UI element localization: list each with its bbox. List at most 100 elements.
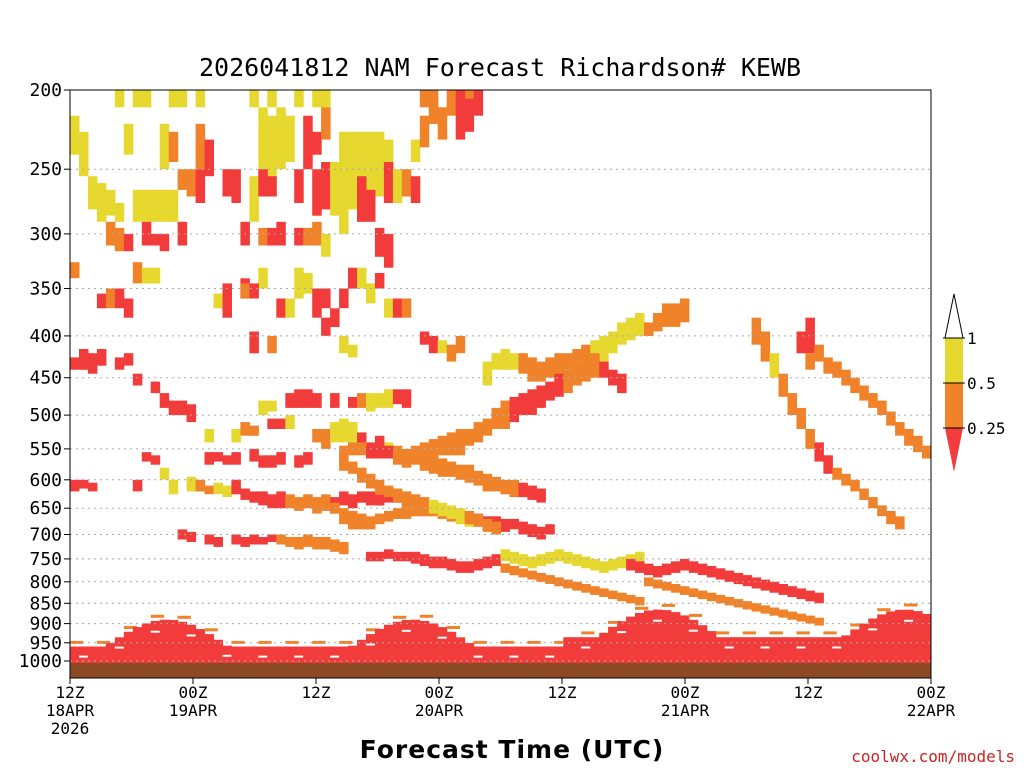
x-tick-label: 21APR [661,701,710,720]
heatmap-cell [303,389,313,408]
surface-layer-cell [670,612,681,674]
heatmap-cell [410,452,421,465]
surface-layer-cell [339,646,349,674]
heatmap-cell [195,123,206,170]
heatmap-cell [679,586,690,595]
surface-layer-cell [509,646,519,674]
heatmap-cell [527,570,537,580]
heatmap-cell [366,551,376,562]
surface-layer-cell [715,637,726,674]
heatmap-cell [670,303,681,327]
heatmap-cell [670,584,681,593]
heatmap-cell [805,615,815,624]
surface-layer-cell [276,646,286,674]
surface-layer-cell [249,646,259,674]
heatmap-cell [374,494,385,506]
surface-layer-cell [383,624,394,674]
heatmap-cell [258,169,268,197]
heatmap-cell [150,381,161,394]
surface-layer-cell [321,646,331,674]
heatmap-cell [141,221,152,246]
heatmap-cell [231,452,241,465]
heatmap-cell [383,298,394,318]
heatmap-cell [374,131,385,197]
y-tick-label: 300 [29,224,62,245]
heatmap-cell [653,579,663,589]
heatmap-cell [150,455,161,465]
heatmap-cell [321,429,331,449]
surface-layer-cell [868,618,878,674]
heatmap-cell [258,537,268,545]
heatmap-cell [913,435,923,453]
x-axis-label: Forecast Time (UTC) [360,735,665,764]
heatmap-cell [410,502,421,517]
heatmap-cell [742,575,753,587]
heatmap-cell [213,293,223,309]
heatmap-cell [617,592,627,602]
surface-layer-cell [644,610,654,674]
heatmap-cell [644,563,654,576]
heatmap-cell [635,597,645,606]
heatmap-cell [563,551,573,564]
heatmap-cell [724,597,735,606]
heatmap-cell [482,556,493,569]
surface-layer-fringe [96,640,111,644]
surface-layer-fringe [123,626,138,629]
heatmap-cell [419,115,430,148]
heatmap-cell [357,467,367,483]
heatmap-cell [769,607,780,616]
surface-layer-gap [366,643,378,646]
surface-layer-cell [312,646,322,674]
heatmap-cell [536,361,546,382]
heatmap-cell [213,452,223,462]
heatmap-cell [590,558,600,571]
surface-layer-cell [895,609,905,674]
heatmap-cell [868,393,878,408]
heatmap-cell [105,189,116,216]
surface-layer-cell [374,629,385,674]
heatmap-cell [132,479,143,492]
heatmap-cell [536,488,546,503]
heatmap-cell [357,393,367,408]
surface-layer-gap [545,655,557,658]
heatmap-cell [168,189,179,222]
heatmap-cell [195,90,206,108]
heatmap-cell [760,579,771,591]
surface-layer-gap [617,631,629,634]
heatmap-cell [545,575,555,584]
heatmap-cell [357,432,367,449]
heatmap-cell [392,389,403,405]
x-tick-label: 00Z [917,683,946,702]
heatmap-cell [509,353,519,370]
surface-layer-cell [132,627,143,674]
surface-layer-cell [814,637,824,674]
heatmap-cell [437,340,448,354]
heatmap-cell [419,455,430,471]
heatmap-cell [312,429,322,443]
surface-layer-gap [330,655,342,658]
heatmap-cell [527,485,537,500]
heatmap-cell [150,267,161,284]
surface-layer-gap [186,634,198,637]
heatmap-cell [285,115,295,162]
heatmap-cell [70,357,80,370]
y-tick-label: 1000 [19,651,62,672]
surface-layer-fringe [150,614,164,618]
heatmap-cell [536,385,546,408]
heatmap-cell [267,90,277,108]
legend-label: 1 [967,329,977,348]
surface-layer-cell [724,637,735,674]
heatmap-cell [258,227,268,246]
heatmap-cell [886,411,896,426]
heatmap-cell [366,473,376,489]
plot-area [70,90,932,678]
heatmap-cell [805,317,815,354]
heatmap-cell [231,534,241,545]
surface-layer-fringe [904,603,918,607]
heatmap-cell [608,331,618,354]
heatmap-cell [491,554,501,566]
heatmap-cell [348,422,358,443]
heatmap-cell [796,331,806,354]
heatmap-cell [706,566,717,578]
